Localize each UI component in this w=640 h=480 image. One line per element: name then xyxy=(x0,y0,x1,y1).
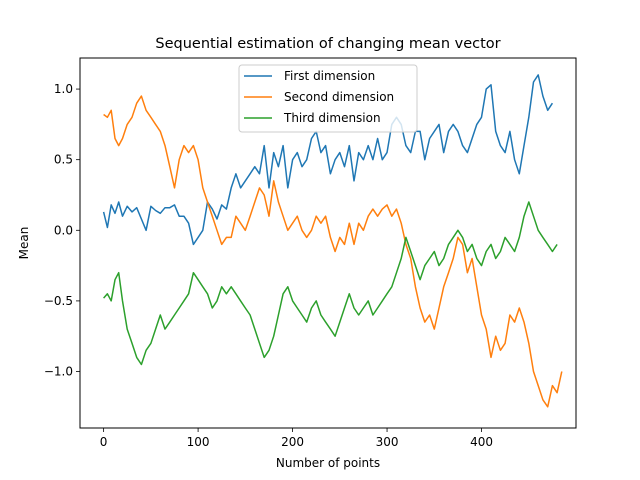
legend-label-3: Third dimension xyxy=(283,111,381,125)
x-tick-label: 100 xyxy=(187,435,210,449)
legend: First dimension Second dimension Third dim… xyxy=(238,64,418,133)
legend-label-2: Second dimension xyxy=(284,90,394,104)
x-axis: 0 100 200 300 400 xyxy=(100,428,493,449)
plot-frame xyxy=(79,57,577,429)
y-tick-label: 0.5 xyxy=(54,153,73,167)
plot-area xyxy=(102,74,563,408)
series-line-1 xyxy=(102,74,554,246)
x-tick-label: 0 xyxy=(100,435,108,449)
x-axis-label: Number of points xyxy=(276,456,380,470)
y-axis-label: Mean xyxy=(17,227,31,260)
legend-label-1: First dimension xyxy=(284,69,375,83)
series-layer xyxy=(102,74,563,408)
legend-box xyxy=(238,64,418,133)
y-axis: −1.0 −0.5 0.0 0.5 1.0 xyxy=(44,82,80,379)
y-tick-label: −1.0 xyxy=(44,365,73,379)
y-tick-label: −0.5 xyxy=(44,294,73,308)
x-tick-label: 400 xyxy=(470,435,493,449)
series-line-3 xyxy=(103,201,558,366)
y-tick-label: 0.0 xyxy=(54,223,73,237)
y-tick-label: 1.0 xyxy=(54,82,73,96)
chart-title: Sequential estimation of changing mean v… xyxy=(155,36,500,52)
x-tick-label: 300 xyxy=(376,435,399,449)
series-line-2 xyxy=(103,95,563,408)
x-tick-label: 200 xyxy=(281,435,304,449)
